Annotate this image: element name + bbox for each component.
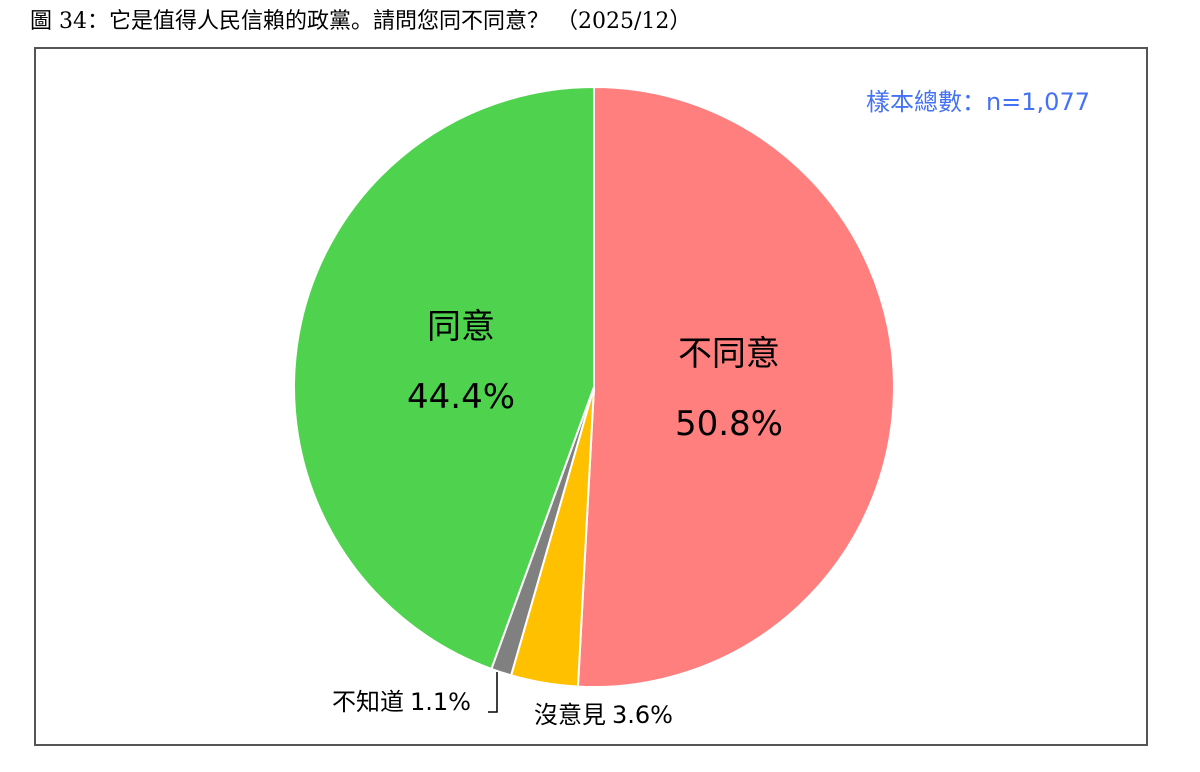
value-label: 3.6% xyxy=(612,701,673,729)
chart-frame xyxy=(34,47,1148,746)
slice-label: 不知道 xyxy=(332,688,404,716)
slice-label: 同意 xyxy=(427,307,495,347)
chart-title: 圖 34：它是值得人民信賴的政黨。請問您同不同意？ （2025/12） xyxy=(30,9,691,34)
leader-line xyxy=(488,672,498,713)
value-label: 44.4% xyxy=(407,377,515,417)
pie-slice xyxy=(576,85,896,688)
slice-label: 沒意見 xyxy=(534,701,606,729)
pie-slice xyxy=(293,85,595,671)
value-label: 50.8% xyxy=(675,404,783,444)
slice-label: 不同意 xyxy=(678,334,780,374)
value-label: 1.1% xyxy=(410,688,471,716)
sample-size: 樣本總數：n=1,077 xyxy=(866,88,1090,116)
